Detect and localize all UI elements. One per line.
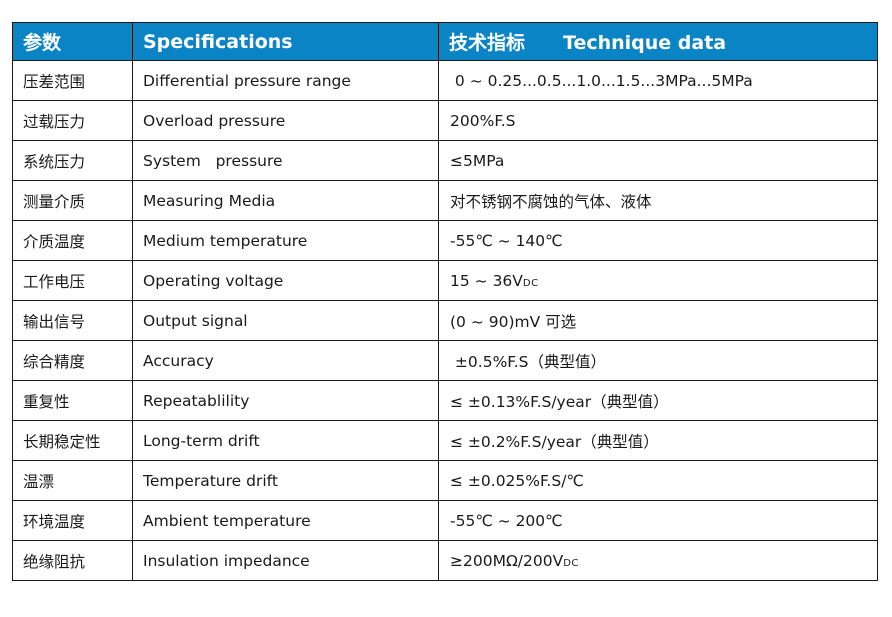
param-value: ≤5MPa bbox=[438, 140, 878, 181]
value-text: -55℃ ~ 200℃ bbox=[450, 511, 563, 530]
value-text: ≥200MΩ/200V bbox=[450, 551, 564, 570]
value-text: ≤ ±0.13%F.S/year（典型值） bbox=[450, 392, 669, 411]
param-cn: 压差范围 bbox=[12, 60, 133, 101]
table-row: 工作电压 Operating voltage 15 ~ 36VDC bbox=[12, 260, 878, 301]
param-cn: 环境温度 bbox=[12, 500, 133, 541]
value-text: 0 ~ 0.25...0.5...1.0...1.5...3MPa...5MPa bbox=[450, 71, 753, 90]
value-text: ≤ ±0.2%F.S/year（典型值） bbox=[450, 432, 659, 451]
header-technique-data: 技术指标 Technique data bbox=[438, 22, 878, 61]
param-cn: 过载压力 bbox=[12, 100, 133, 141]
param-value: 15 ~ 36VDC bbox=[438, 260, 878, 301]
param-en: Insulation impedance bbox=[132, 540, 439, 581]
param-en: Operating voltage bbox=[132, 260, 439, 301]
table-row: 过载压力 Overload pressure 200%F.S bbox=[12, 100, 878, 141]
param-en: System pressure bbox=[132, 140, 439, 181]
table-row: 压差范围 Differential pressure range 0 ~ 0.25… bbox=[12, 60, 878, 101]
value-text: 对不锈钢不腐蚀的气体、液体 bbox=[450, 192, 652, 211]
header-param: 参数 bbox=[12, 22, 133, 61]
param-cn: 输出信号 bbox=[12, 300, 133, 341]
param-cn: 温漂 bbox=[12, 460, 133, 501]
param-en: Temperature drift bbox=[132, 460, 439, 501]
param-cn: 长期稳定性 bbox=[12, 420, 133, 461]
param-en: Repeatablility bbox=[132, 380, 439, 421]
value-text: ≤ ±0.025%F.S/℃ bbox=[450, 471, 584, 490]
header-tech-en: Technique data bbox=[563, 32, 727, 54]
table-row: 环境温度 Ambient temperature -55℃ ~ 200℃ bbox=[12, 500, 878, 541]
spec-table: 参数 Specifications 技术指标 Technique data 压差范… bbox=[12, 22, 878, 581]
param-en: Ambient temperature bbox=[132, 500, 439, 541]
param-en: Differential pressure range bbox=[132, 60, 439, 101]
param-value: 对不锈钢不腐蚀的气体、液体 bbox=[438, 180, 878, 221]
param-value: ≤ ±0.2%F.S/year（典型值） bbox=[438, 420, 878, 461]
param-cn: 工作电压 bbox=[12, 260, 133, 301]
table-row: 重复性 Repeatablility ≤ ±0.13%F.S/year（典型值） bbox=[12, 380, 878, 421]
param-cn: 绝缘阻抗 bbox=[12, 540, 133, 581]
table-row: 介质温度 Medium temperature -55℃ ~ 140℃ bbox=[12, 220, 878, 261]
param-cn: 重复性 bbox=[12, 380, 133, 421]
param-value: ±0.5%F.S（典型值） bbox=[438, 340, 878, 381]
value-subscript: DC bbox=[522, 277, 539, 289]
value-text: ≤5MPa bbox=[450, 151, 505, 170]
param-cn: 测量介质 bbox=[12, 180, 133, 221]
param-cn: 综合精度 bbox=[12, 340, 133, 381]
table-row: 系统压力 System pressure ≤5MPa bbox=[12, 140, 878, 181]
param-value: 200%F.S bbox=[438, 100, 878, 141]
value-text: (0 ~ 90)mV 可选 bbox=[450, 312, 577, 331]
table-row: 长期稳定性 Long-term drift ≤ ±0.2%F.S/year（典型值） bbox=[12, 420, 878, 461]
param-cn: 介质温度 bbox=[12, 220, 133, 261]
param-value: ≥200MΩ/200VDC bbox=[438, 540, 878, 581]
table-row: 温漂 Temperature drift ≤ ±0.025%F.S/℃ bbox=[12, 460, 878, 501]
table-row: 绝缘阻抗 Insulation impedance ≥200MΩ/200VDC bbox=[12, 540, 878, 581]
table-row: 测量介质 Measuring Media 对不锈钢不腐蚀的气体、液体 bbox=[12, 180, 878, 221]
table-row: 综合精度 Accuracy ±0.5%F.S（典型值） bbox=[12, 340, 878, 381]
param-value: ≤ ±0.025%F.S/℃ bbox=[438, 460, 878, 501]
param-value: 0 ~ 0.25...0.5...1.0...1.5...3MPa...5MPa bbox=[438, 60, 878, 101]
param-value: ≤ ±0.13%F.S/year（典型值） bbox=[438, 380, 878, 421]
header-specifications: Specifications bbox=[132, 22, 439, 61]
value-text: 15 ~ 36V bbox=[450, 271, 523, 290]
param-en: Overload pressure bbox=[132, 100, 439, 141]
param-en: Accuracy bbox=[132, 340, 439, 381]
header-tech-cn: 技术指标 bbox=[449, 32, 526, 54]
param-en: Output signal bbox=[132, 300, 439, 341]
param-en: Long-term drift bbox=[132, 420, 439, 461]
param-en: Medium temperature bbox=[132, 220, 439, 261]
param-cn: 系统压力 bbox=[12, 140, 133, 181]
value-text: ±0.5%F.S（典型值） bbox=[450, 352, 606, 371]
header-row: 参数 Specifications 技术指标 Technique data bbox=[12, 22, 878, 61]
param-value: -55℃ ~ 200℃ bbox=[438, 500, 878, 541]
value-text: -55℃ ~ 140℃ bbox=[450, 231, 563, 250]
table-row: 输出信号 Output signal (0 ~ 90)mV 可选 bbox=[12, 300, 878, 341]
param-value: -55℃ ~ 140℃ bbox=[438, 220, 878, 261]
value-text: 200%F.S bbox=[450, 111, 516, 130]
value-subscript: DC bbox=[563, 557, 579, 569]
param-en: Measuring Media bbox=[132, 180, 439, 221]
param-value: (0 ~ 90)mV 可选 bbox=[438, 300, 878, 341]
